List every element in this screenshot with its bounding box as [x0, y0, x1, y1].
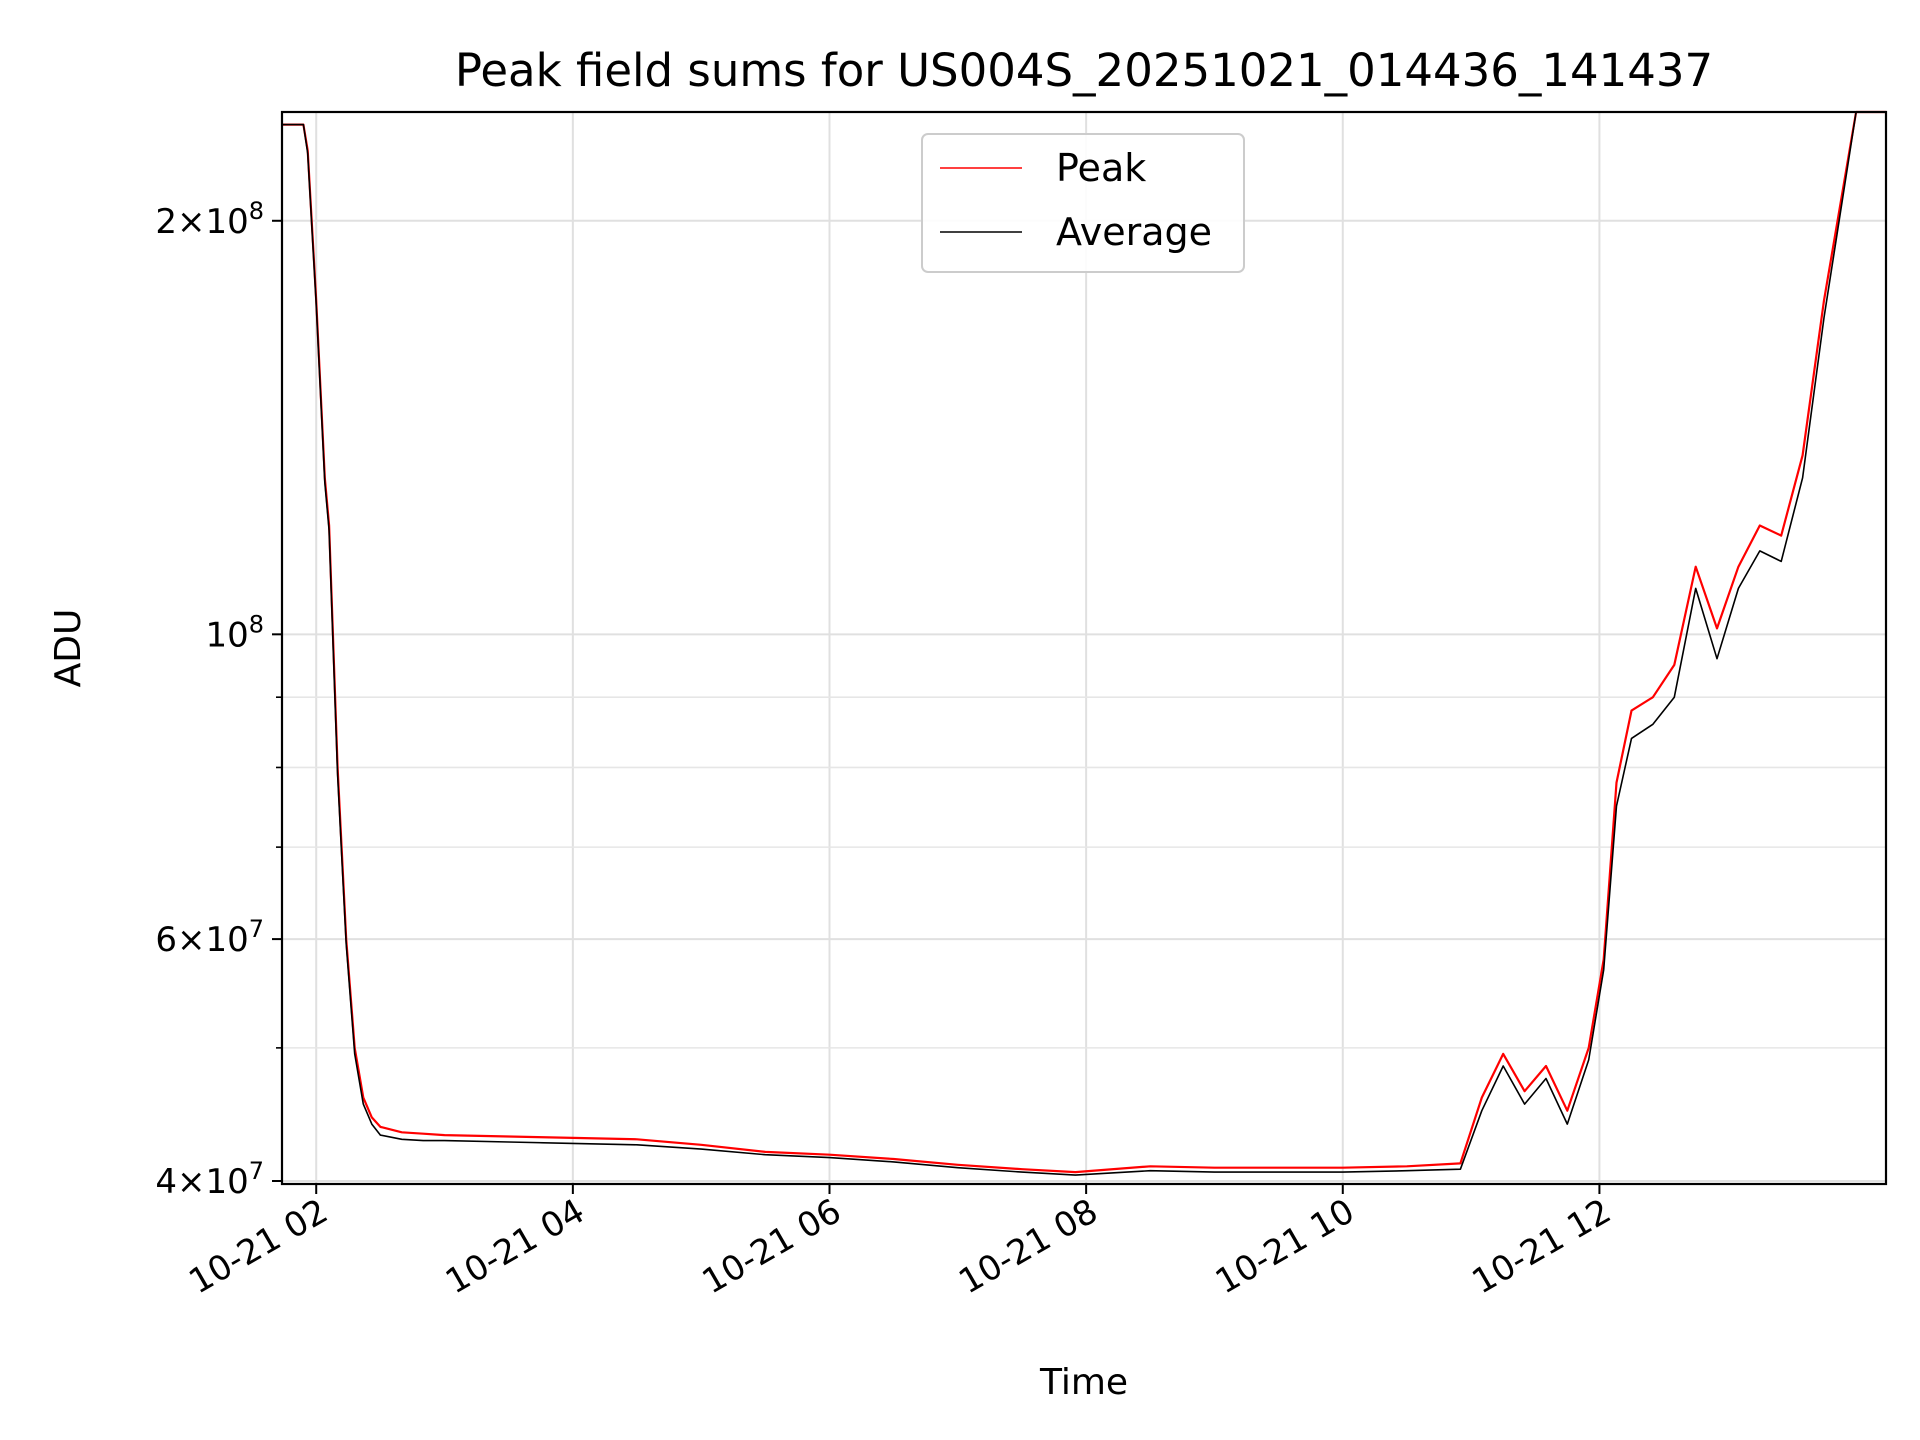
y-axis-label: ADU [48, 609, 89, 688]
y-tick-label: 4×107 [155, 1157, 264, 1202]
y-tick-label: 2×108 [155, 197, 264, 242]
chart-title: Peak field sums for US004S_20251021_0144… [455, 44, 1713, 97]
legend-label-peak: Peak [1056, 146, 1146, 190]
plot-frame [280, 110, 1888, 1186]
y-tick-label: 108 [205, 610, 264, 655]
series-layer [282, 110, 1886, 1176]
legend: Peak Average [921, 133, 1245, 273]
legend-label-average: Average [1056, 210, 1212, 254]
y-tick-label: 6×107 [155, 915, 264, 960]
x-axis-label: Time [1039, 1362, 1128, 1403]
series-line-peak [282, 110, 1886, 1174]
series-line-average [282, 111, 1886, 1176]
